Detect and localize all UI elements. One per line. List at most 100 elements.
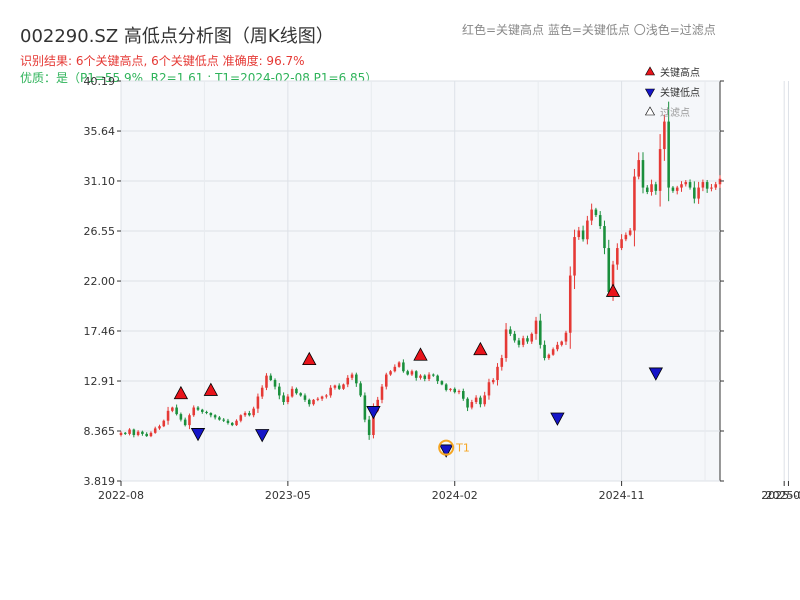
candle-body <box>534 320 538 334</box>
candle-body <box>586 220 589 240</box>
candle-body <box>380 386 384 400</box>
candle-body <box>487 382 491 396</box>
chart-title: 002290.SZ 高低点分析图（周K线图） <box>20 26 334 47</box>
key-low-marker <box>550 412 565 426</box>
candle-body <box>325 395 328 397</box>
y-tick-label: 31.10 <box>84 175 116 188</box>
y-axis: 40.19 35.64 31.10 26.55 22.00 17.46 12.91 8.365… <box>84 75 724 488</box>
candle-body <box>509 329 512 334</box>
x-tick-label: 2025-07 <box>761 489 800 502</box>
candle-body <box>543 344 546 359</box>
y-tick-label: 35.64 <box>84 125 116 138</box>
candle-body <box>581 230 585 240</box>
candle-body <box>594 209 598 216</box>
candle-body <box>235 420 238 426</box>
candle-body <box>201 409 204 412</box>
key-high-marker <box>302 351 317 366</box>
candle-body <box>714 184 718 188</box>
candle-body <box>307 399 311 405</box>
legend-low-icon <box>644 88 656 98</box>
candle-body <box>440 381 444 385</box>
candle-body <box>616 248 619 265</box>
candle-body <box>500 358 504 367</box>
candle-body <box>624 234 628 240</box>
candle-body <box>705 182 709 189</box>
candle-body <box>355 374 358 384</box>
candle-body <box>641 160 645 188</box>
candle-body <box>423 375 427 379</box>
candle-body <box>183 419 187 426</box>
candle-body <box>205 411 208 414</box>
candle-body <box>123 432 127 434</box>
candle-body <box>397 362 401 367</box>
candle-body <box>453 388 457 393</box>
x-tick-label: 2024-02 <box>432 489 478 502</box>
candle-body <box>457 391 461 393</box>
candle-body <box>299 393 302 396</box>
candle-body <box>598 215 602 227</box>
candle-body <box>286 396 290 403</box>
candle-body <box>166 410 170 421</box>
candle-body <box>603 226 606 249</box>
candle-body <box>466 398 469 408</box>
candle-body <box>136 431 140 436</box>
y-tick-label: 26.55 <box>84 225 116 238</box>
candle-body <box>312 399 315 405</box>
key-low-marker <box>648 367 663 381</box>
candle-body <box>710 187 713 189</box>
candle-body <box>171 407 174 411</box>
candle-body <box>359 383 362 396</box>
candle-body <box>573 237 576 276</box>
candle-body <box>675 187 679 191</box>
candle-body <box>406 371 409 375</box>
x-tick-label: 2022-08 <box>98 489 144 502</box>
markers: T1 <box>173 283 663 458</box>
candle-body <box>654 184 658 191</box>
candle-body <box>162 420 166 427</box>
key-high-marker <box>203 382 219 396</box>
candle-body <box>226 420 230 423</box>
candle-body <box>346 377 350 385</box>
candle-body <box>568 275 572 333</box>
candle-body <box>539 320 542 345</box>
candle-body <box>119 432 123 436</box>
candle-body <box>414 371 418 378</box>
candle-body <box>149 432 153 437</box>
candle-body <box>179 414 183 420</box>
candle-body <box>209 413 213 416</box>
x-tick-label: 2025-08 <box>765 489 800 502</box>
candle-body <box>521 338 525 345</box>
key-high-marker <box>173 385 189 400</box>
candle-body <box>645 187 649 192</box>
t1-circle <box>438 439 455 456</box>
candles <box>119 101 722 440</box>
candle-body <box>697 187 700 199</box>
candle-body <box>432 374 435 376</box>
candle-body <box>153 428 157 433</box>
candle-body <box>564 332 568 342</box>
candle-body <box>128 429 131 434</box>
candle-body <box>436 375 439 382</box>
candle-body <box>620 239 623 249</box>
candle-body <box>145 433 148 437</box>
candle-body <box>419 375 422 378</box>
candle-body <box>158 426 161 429</box>
candle-body <box>363 395 367 420</box>
candle-body <box>504 329 508 359</box>
candle-body <box>556 344 559 350</box>
candle-body <box>376 399 379 411</box>
candle-body <box>410 371 414 375</box>
candle-body <box>611 264 615 293</box>
candle-body <box>337 385 341 389</box>
candle-body <box>607 248 611 293</box>
candle-body <box>269 375 273 381</box>
candle-body <box>256 396 260 409</box>
legend-label: 关键高点 <box>660 66 700 79</box>
candle-body <box>684 182 688 185</box>
candle-body <box>303 395 307 400</box>
candle-body <box>590 209 593 221</box>
candle-body <box>372 410 375 436</box>
key-high-marker <box>605 283 621 297</box>
